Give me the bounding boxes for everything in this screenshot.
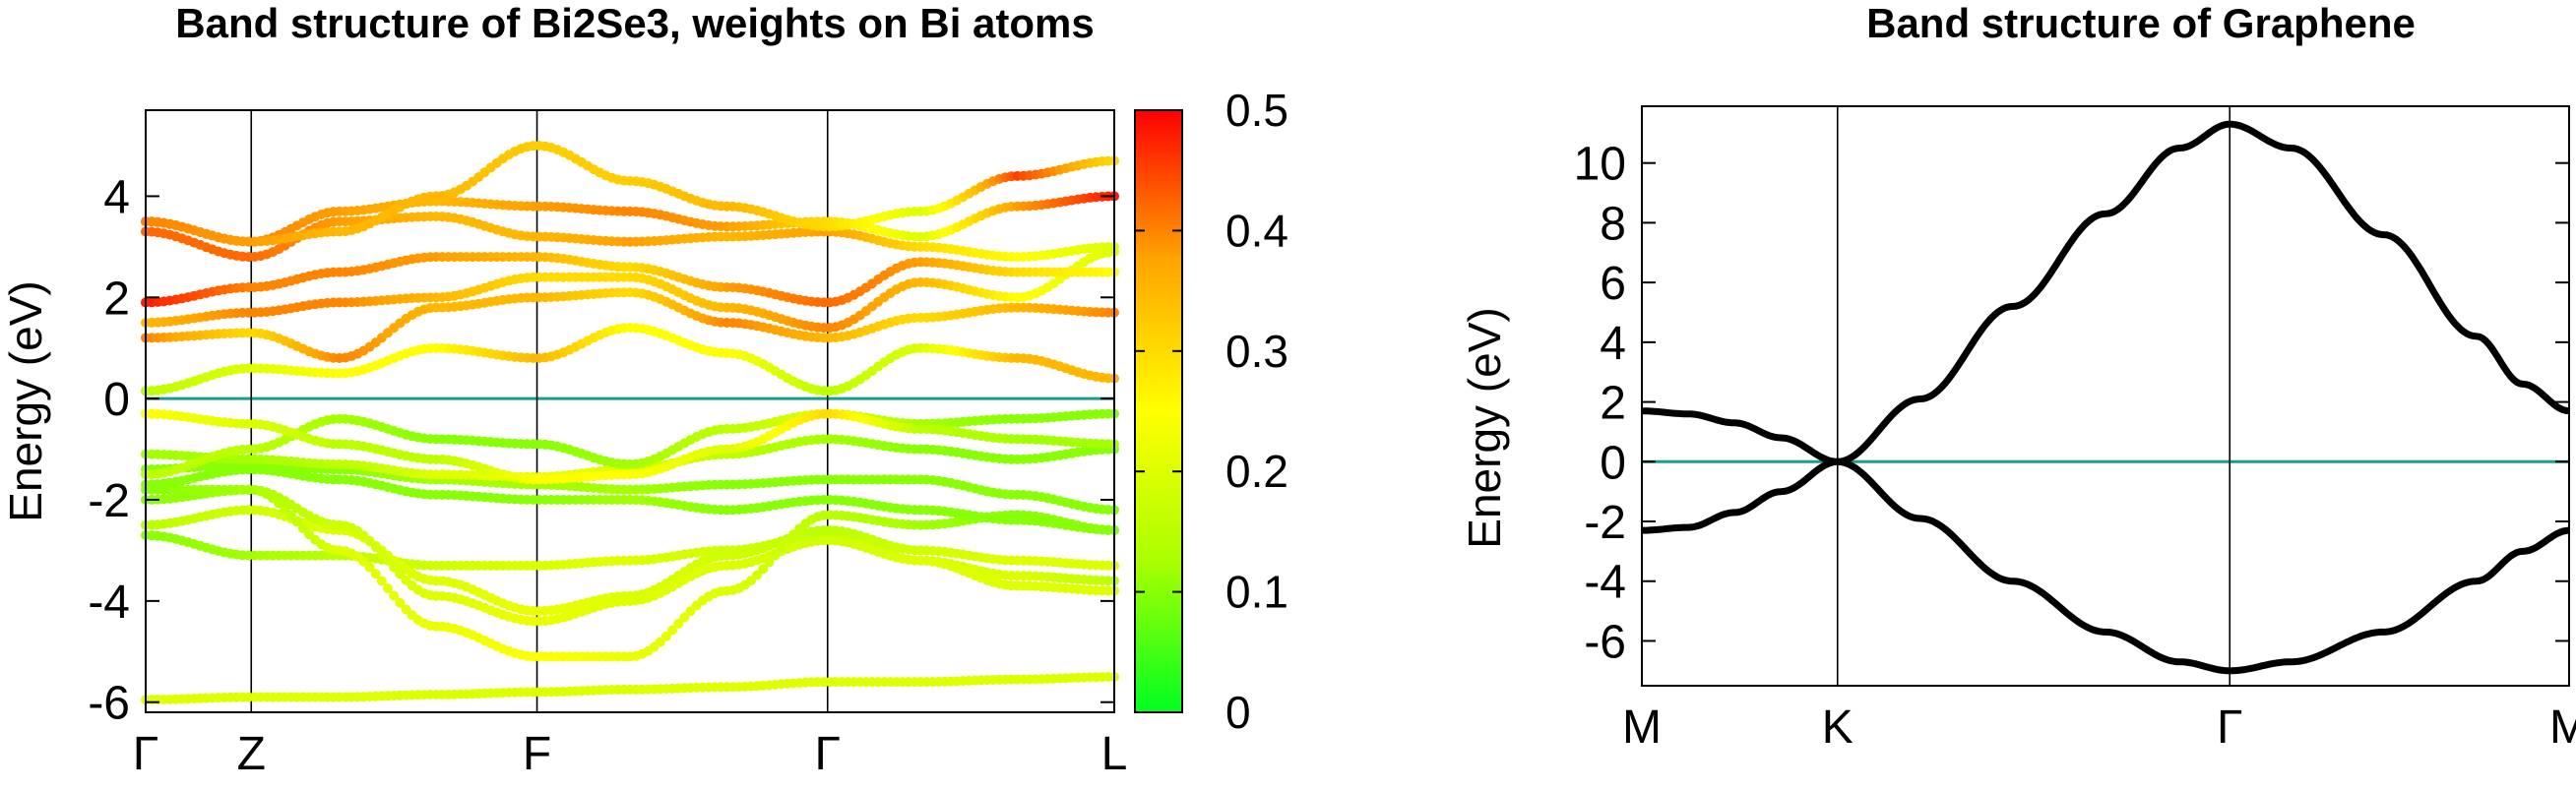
band-line xyxy=(1641,120,2570,465)
bi2se3-title: Band structure of Bi2Se3, weights on Bi … xyxy=(175,0,1095,46)
band-point xyxy=(376,576,387,586)
band-point xyxy=(673,619,684,629)
x-tick-label: M xyxy=(1622,701,1662,754)
band-point xyxy=(370,569,381,579)
band-point xyxy=(364,562,375,573)
band-point xyxy=(758,564,769,575)
band-point xyxy=(764,557,775,568)
band-point xyxy=(782,535,792,546)
colorbar-tick-label: 0.5 xyxy=(1225,85,1288,136)
colorbar-ticks: 0 0.1 0.2 0.3 0.4 0.5 xyxy=(1135,85,1288,738)
band-point xyxy=(297,522,308,533)
y-tick-label: 4 xyxy=(1600,318,1626,370)
colorbar-tick-label: 0.3 xyxy=(1225,326,1288,377)
band-point xyxy=(776,543,786,554)
graphene-y-ticks: -6 -4 -2 0 2 4 6 8 10 xyxy=(1574,139,2569,668)
bi2se3-plot-frame xyxy=(145,109,1115,713)
band-point xyxy=(285,510,296,520)
band-point xyxy=(395,569,406,579)
band-point xyxy=(389,590,400,601)
band-point xyxy=(660,631,671,641)
band-point xyxy=(383,555,393,566)
graphene-title: Band structure of Graphene xyxy=(1866,0,2416,46)
y-tick-label: -4 xyxy=(88,577,130,629)
band-point xyxy=(667,625,678,636)
graphene-bands xyxy=(1641,120,2570,675)
band-point xyxy=(370,541,381,552)
y-tick-label: 10 xyxy=(1574,139,1626,191)
bi2se3-bands xyxy=(141,141,1119,705)
graphene-kpoint-lines xyxy=(1836,106,2231,686)
graphene-plot-frame xyxy=(1641,105,2570,687)
band-point xyxy=(280,504,290,515)
y-tick-label: 2 xyxy=(103,273,130,325)
y-tick-label: 0 xyxy=(103,374,130,426)
y-tick-label: -4 xyxy=(1584,557,1626,609)
band-point xyxy=(364,535,375,546)
colorbar-tick-label: 0.1 xyxy=(1225,567,1288,618)
band-point xyxy=(383,583,393,593)
x-tick-label: L xyxy=(1101,728,1128,780)
y-tick-label: 6 xyxy=(1600,258,1626,310)
graphene-y-axis-label: Energy (eV) xyxy=(1459,307,1510,548)
colorbar: 0 0.1 0.2 0.3 0.4 0.5 xyxy=(1134,85,1288,738)
y-tick-label: 4 xyxy=(103,171,130,223)
band-point xyxy=(788,529,799,540)
y-tick-label: -6 xyxy=(1584,616,1626,668)
band-point xyxy=(389,562,400,573)
x-tick-label: Γ xyxy=(815,728,841,780)
y-tick-label: -2 xyxy=(88,475,130,527)
x-tick-label: F xyxy=(523,728,551,780)
x-tick-label: M xyxy=(2549,701,2576,754)
band-point xyxy=(291,517,302,527)
colorbar-gradient xyxy=(1134,109,1183,713)
y-tick-label: -6 xyxy=(88,678,130,730)
x-tick-label: Z xyxy=(237,728,266,780)
bi2se3-y-axis-label: Energy (eV) xyxy=(0,280,51,521)
band-point xyxy=(770,550,781,561)
graphene-panel: Band structure of Graphene Energy (eV) -… xyxy=(1459,0,2576,754)
y-tick-label: 0 xyxy=(1600,437,1626,489)
colorbar-tick-label: 0 xyxy=(1225,687,1251,738)
y-tick-label: -2 xyxy=(1584,497,1626,549)
band-point xyxy=(752,570,763,580)
band-point xyxy=(679,612,690,623)
x-tick-label: Γ xyxy=(133,728,158,780)
bi2se3-y-ticks: -6 -4 -2 0 2 4 xyxy=(88,171,1114,730)
x-tick-label: K xyxy=(1822,701,1853,754)
band-point xyxy=(376,548,387,559)
x-tick-label: Γ xyxy=(2217,701,2242,754)
y-tick-label: 2 xyxy=(1600,378,1626,430)
colorbar-tick-label: 0.4 xyxy=(1225,205,1288,256)
band-line xyxy=(1641,457,2570,675)
y-tick-label: 8 xyxy=(1600,198,1626,250)
colorbar-tick-label: 0.2 xyxy=(1225,446,1288,497)
band-point xyxy=(395,597,406,608)
bi2se3-panel: Band structure of Bi2Se3, weights on Bi … xyxy=(0,0,1127,780)
